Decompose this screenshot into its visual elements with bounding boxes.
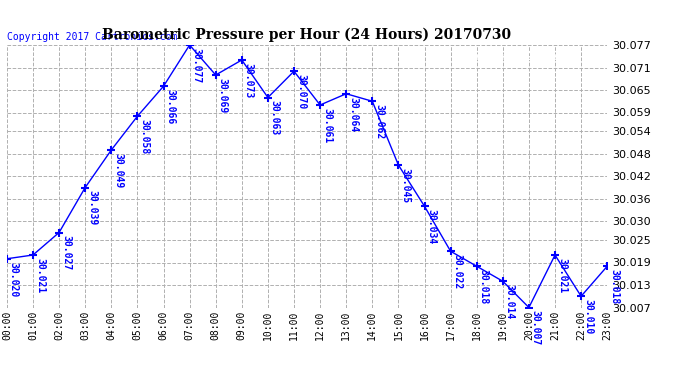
Text: 30.066: 30.066 [166,89,175,124]
Title: Barometric Pressure per Hour (24 Hours) 20170730: Barometric Pressure per Hour (24 Hours) … [103,28,511,42]
Text: 30.027: 30.027 [61,235,71,270]
Text: 30.077: 30.077 [192,48,201,83]
Text: 30.021: 30.021 [557,258,567,293]
Text: 30.045: 30.045 [400,168,411,203]
Text: 30.020: 30.020 [9,261,19,297]
Text: 30.007: 30.007 [531,310,541,345]
Text: 30.018: 30.018 [479,269,489,304]
Text: 30.010: 30.010 [583,299,593,334]
Text: 30.021: 30.021 [35,258,45,293]
Text: 30.069: 30.069 [217,78,228,113]
Text: 30.039: 30.039 [87,190,97,225]
Text: 30.058: 30.058 [139,119,149,154]
Text: 30.022: 30.022 [453,254,462,289]
Text: 30.064: 30.064 [348,96,358,132]
Text: 30.062: 30.062 [374,104,384,139]
Text: 30.014: 30.014 [505,284,515,319]
Text: 30.034: 30.034 [426,209,437,244]
Text: 30.061: 30.061 [322,108,332,143]
Text: 30.018: 30.018 [609,269,619,304]
Text: 30.063: 30.063 [270,100,280,135]
Text: 30.073: 30.073 [244,63,254,98]
Text: 30.070: 30.070 [296,74,306,109]
Text: Copyright 2017 Cartronics.com: Copyright 2017 Cartronics.com [7,32,177,42]
Text: 30.049: 30.049 [113,153,124,188]
